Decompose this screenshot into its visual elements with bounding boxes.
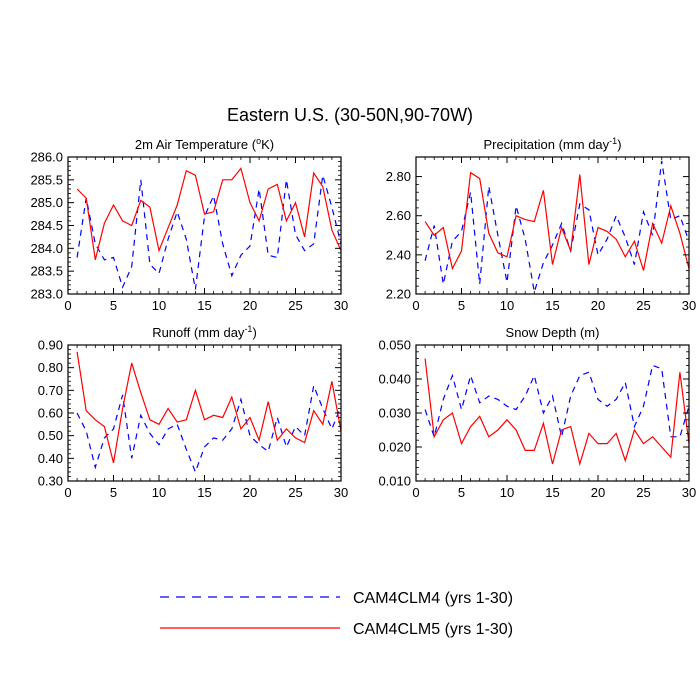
x-tick-label: 10 — [500, 485, 514, 500]
panel-3: Runoff (mm day-1) 0 5 10 15 20 25 30 0.30 0.40 0.5… — [38, 324, 349, 500]
y-tick-label: 284.5 — [30, 218, 63, 233]
series-line-clm5 — [424, 358, 690, 467]
y-tick-label: 283.5 — [30, 264, 63, 279]
legend: CAM4CLM4 (yrs 1-30) CAM4CLM5 (yrs 1-30) — [160, 590, 513, 638]
panel-4: Snow Depth (m) 0 5 10 15 20 25 30 0.010 0.020 0.03… — [378, 325, 696, 500]
x-tick-label: 15 — [197, 485, 211, 500]
x-tick-label: 15 — [545, 485, 559, 500]
panel-1: 2m Air Temperature (oK) 0 5 10 15 20 25 30 283.0… — [30, 136, 348, 313]
y-tick-label: 2.20 — [386, 287, 411, 302]
series-line-clm4 — [76, 383, 342, 474]
panel-title-superscript: o — [256, 136, 261, 146]
series-line-clm5 — [76, 167, 342, 260]
panel-title: Snow Depth (m) — [506, 325, 600, 340]
x-tick-label: 0 — [64, 485, 71, 500]
y-tick-label: 0.050 — [378, 338, 411, 353]
y-tick-label: 0.020 — [378, 440, 411, 455]
series-line-clm4 — [76, 175, 342, 290]
series-line-clm4 — [424, 160, 690, 293]
y-tick-label: 0.030 — [378, 406, 411, 421]
y-tick-label: 0.010 — [378, 474, 411, 489]
y-tick-label: 0.40 — [38, 451, 63, 466]
legend-label-2: CAM4CLM5 (yrs 1-30) — [353, 621, 513, 638]
panel-title-superscript: -1 — [244, 324, 252, 334]
series-line-clm4 — [424, 364, 690, 439]
panel-title-tail: ) — [252, 325, 256, 340]
y-tick-label: 0.040 — [378, 372, 411, 387]
x-tick-label: 0 — [412, 485, 419, 500]
x-tick-label: 10 — [500, 298, 514, 313]
x-tick-label: 5 — [458, 485, 465, 500]
x-tick-label: 30 — [682, 485, 696, 500]
x-tick-label: 10 — [152, 298, 166, 313]
x-tick-label: 0 — [64, 298, 71, 313]
x-tick-label: 25 — [636, 298, 650, 313]
plot-frame — [67, 156, 342, 295]
y-tick-label: 2.40 — [386, 247, 411, 262]
y-tick-label: 0.50 — [38, 428, 63, 443]
x-tick-label: 25 — [636, 485, 650, 500]
y-tick-label: 286.0 — [30, 150, 63, 165]
plot-frame — [67, 344, 342, 482]
panel-2: Precipitation (mm day-1) 0 5 10 15 20 25 30 2.20… — [386, 136, 697, 313]
y-tick-label: 0.60 — [38, 406, 63, 421]
y-tick-label: 285.0 — [30, 195, 63, 210]
x-tick-label: 5 — [110, 485, 117, 500]
panel-title: Precipitation (mm day-1) — [483, 136, 621, 152]
x-tick-label: 20 — [591, 298, 605, 313]
x-tick-label: 20 — [243, 298, 257, 313]
y-tick-label: 2.80 — [386, 169, 411, 184]
series-line-clm5 — [76, 351, 342, 464]
y-tick-label: 0.80 — [38, 360, 63, 375]
x-tick-label: 0 — [412, 298, 419, 313]
x-tick-label: 10 — [152, 485, 166, 500]
panel-title-main: Precipitation (mm day — [483, 137, 609, 152]
x-tick-label: 30 — [334, 298, 348, 313]
panel-title-tail: ) — [617, 137, 621, 152]
x-tick-label: 30 — [682, 298, 696, 313]
legend-label-1: CAM4CLM4 (yrs 1-30) — [353, 590, 513, 607]
plot-frame — [415, 156, 690, 295]
plot-frame — [415, 344, 690, 482]
y-tick-label: 285.5 — [30, 172, 63, 187]
x-tick-label: 25 — [288, 485, 302, 500]
x-tick-label: 5 — [458, 298, 465, 313]
y-tick-label: 0.30 — [38, 474, 63, 489]
panel-title-superscript: -1 — [609, 136, 617, 146]
panel-title: 2m Air Temperature (oK) — [135, 136, 274, 152]
panel-title-main: Runoff (mm day — [152, 325, 245, 340]
x-tick-label: 30 — [334, 485, 348, 500]
x-tick-label: 15 — [197, 298, 211, 313]
y-tick-label: 283.0 — [30, 287, 63, 302]
x-tick-label: 5 — [110, 298, 117, 313]
panel-title: Runoff (mm day-1) — [152, 324, 257, 340]
panel-title-main: Snow Depth (m) — [506, 325, 600, 340]
y-tick-label: 284.0 — [30, 241, 63, 256]
y-tick-label: 2.60 — [386, 208, 411, 223]
x-tick-label: 15 — [545, 298, 559, 313]
y-tick-label: 0.90 — [38, 338, 63, 353]
panel-title-tail: K) — [261, 137, 274, 152]
panel-title-main: 2m Air Temperature ( — [135, 137, 257, 152]
x-tick-label: 20 — [243, 485, 257, 500]
figure-title: Eastern U.S. (30-50N,90-70W) — [227, 105, 473, 125]
panels: 2m Air Temperature (oK) 0 5 10 15 20 25 30 283.0… — [30, 136, 696, 500]
y-tick-label: 0.70 — [38, 383, 63, 398]
x-tick-label: 25 — [288, 298, 302, 313]
series-line-clm5 — [424, 171, 690, 271]
x-tick-label: 20 — [591, 485, 605, 500]
